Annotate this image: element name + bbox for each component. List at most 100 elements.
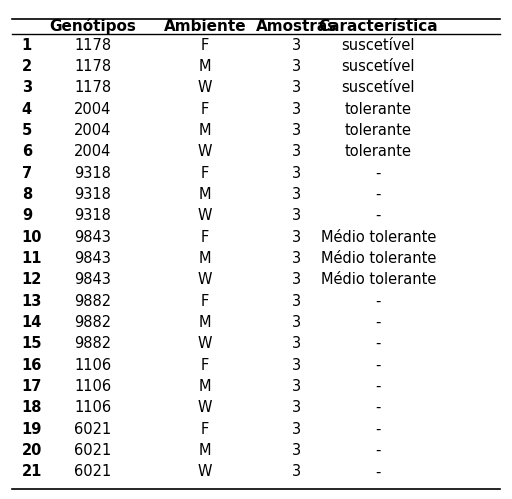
Text: suscetível: suscetível: [342, 59, 415, 74]
Text: M: M: [199, 379, 211, 394]
Text: 9843: 9843: [75, 230, 112, 245]
Text: 3: 3: [292, 336, 301, 351]
Text: -: -: [375, 464, 381, 480]
Text: -: -: [375, 208, 381, 223]
Text: 14: 14: [22, 315, 42, 330]
Text: Amostras: Amostras: [256, 18, 337, 34]
Text: 3: 3: [292, 400, 301, 415]
Text: Médio tolerante: Médio tolerante: [321, 230, 436, 245]
Text: tolerante: tolerante: [345, 144, 412, 159]
Text: 9318: 9318: [75, 208, 112, 223]
Text: 17: 17: [22, 379, 42, 394]
Text: Médio tolerante: Médio tolerante: [321, 251, 436, 266]
Text: Característica: Característica: [318, 18, 438, 34]
Text: 6: 6: [22, 144, 32, 159]
Text: 3: 3: [292, 37, 301, 52]
Text: 3: 3: [292, 293, 301, 308]
Text: tolerante: tolerante: [345, 123, 412, 138]
Text: -: -: [375, 315, 381, 330]
Text: 1178: 1178: [74, 59, 112, 74]
Text: 1178: 1178: [74, 37, 112, 52]
Text: 18: 18: [22, 400, 42, 415]
Text: 1106: 1106: [74, 379, 112, 394]
Text: -: -: [375, 166, 381, 181]
Text: 9843: 9843: [75, 272, 112, 287]
Text: 15: 15: [22, 336, 42, 351]
Text: 2004: 2004: [74, 123, 112, 138]
Text: -: -: [375, 187, 381, 202]
Text: F: F: [201, 358, 209, 373]
Text: 9843: 9843: [75, 251, 112, 266]
Text: 20: 20: [22, 443, 42, 458]
Text: 3: 3: [292, 80, 301, 95]
Text: 3: 3: [292, 166, 301, 181]
Text: -: -: [375, 443, 381, 458]
Text: 10: 10: [22, 230, 42, 245]
Text: 5: 5: [22, 123, 32, 138]
Text: 3: 3: [292, 443, 301, 458]
Text: 3: 3: [292, 272, 301, 287]
Text: -: -: [375, 293, 381, 308]
Text: 6021: 6021: [74, 443, 112, 458]
Text: 1: 1: [22, 37, 32, 52]
Text: 3: 3: [292, 251, 301, 266]
Text: F: F: [201, 293, 209, 308]
Text: 3: 3: [292, 102, 301, 117]
Text: -: -: [375, 422, 381, 437]
Text: 3: 3: [292, 358, 301, 373]
Text: 2004: 2004: [74, 144, 112, 159]
Text: 9882: 9882: [74, 336, 112, 351]
Text: 3: 3: [292, 144, 301, 159]
Text: 13: 13: [22, 293, 42, 308]
Text: -: -: [375, 400, 381, 415]
Text: M: M: [199, 315, 211, 330]
Text: 21: 21: [22, 464, 42, 480]
Text: W: W: [198, 144, 212, 159]
Text: 4: 4: [22, 102, 32, 117]
Text: 2: 2: [22, 59, 32, 74]
Text: -: -: [375, 358, 381, 373]
Text: 11: 11: [22, 251, 42, 266]
Text: 3: 3: [292, 422, 301, 437]
Text: -: -: [375, 379, 381, 394]
Text: 1106: 1106: [74, 400, 112, 415]
Text: M: M: [199, 59, 211, 74]
Text: F: F: [201, 422, 209, 437]
Text: 12: 12: [22, 272, 42, 287]
Text: F: F: [201, 166, 209, 181]
Text: M: M: [199, 123, 211, 138]
Text: 9318: 9318: [75, 187, 112, 202]
Text: suscetível: suscetível: [342, 37, 415, 52]
Text: Genótipos: Genótipos: [50, 18, 137, 34]
Text: 3: 3: [22, 80, 32, 95]
Text: 7: 7: [22, 166, 32, 181]
Text: M: M: [199, 443, 211, 458]
Text: 3: 3: [292, 208, 301, 223]
Text: 16: 16: [22, 358, 42, 373]
Text: 9882: 9882: [74, 315, 112, 330]
Text: tolerante: tolerante: [345, 102, 412, 117]
Text: W: W: [198, 208, 212, 223]
Text: 3: 3: [292, 187, 301, 202]
Text: M: M: [199, 251, 211, 266]
Text: 9882: 9882: [74, 293, 112, 308]
Text: 2004: 2004: [74, 102, 112, 117]
Text: 9: 9: [22, 208, 32, 223]
Text: 19: 19: [22, 422, 42, 437]
Text: W: W: [198, 464, 212, 480]
Text: F: F: [201, 230, 209, 245]
Text: 1178: 1178: [74, 80, 112, 95]
Text: 3: 3: [292, 315, 301, 330]
Text: 3: 3: [292, 379, 301, 394]
Text: 3: 3: [292, 59, 301, 74]
Text: W: W: [198, 336, 212, 351]
Text: W: W: [198, 272, 212, 287]
Text: 3: 3: [292, 123, 301, 138]
Text: 3: 3: [292, 464, 301, 480]
Text: F: F: [201, 102, 209, 117]
Text: M: M: [199, 187, 211, 202]
Text: -: -: [375, 336, 381, 351]
Text: suscetível: suscetível: [342, 80, 415, 95]
Text: 6021: 6021: [74, 422, 112, 437]
Text: 8: 8: [22, 187, 32, 202]
